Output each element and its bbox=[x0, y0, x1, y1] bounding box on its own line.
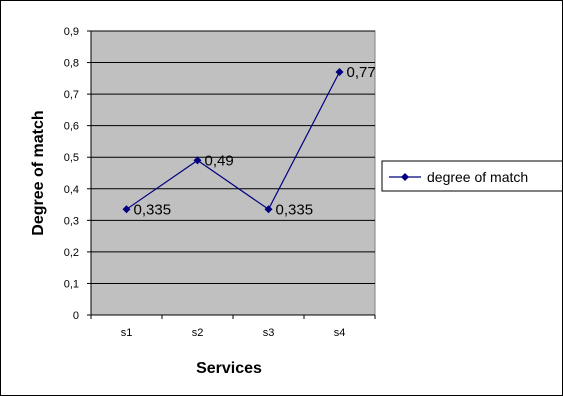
x-axis-title: Services bbox=[196, 360, 262, 377]
y-axis-title: Degree of match bbox=[30, 110, 47, 235]
y-tick-label: 0,4 bbox=[64, 184, 79, 196]
x-tick-label: s1 bbox=[121, 327, 133, 339]
series-degree-of-match bbox=[122, 68, 344, 214]
y-tick-label: 0,9 bbox=[64, 26, 79, 38]
y-tick-label: 0,7 bbox=[64, 89, 79, 101]
data-point-marker bbox=[193, 156, 202, 165]
y-tick-label: 0,2 bbox=[64, 247, 79, 259]
y-tick-label: 0,3 bbox=[64, 215, 79, 227]
y-tick-label: 0,5 bbox=[64, 152, 79, 164]
x-tick-label: s4 bbox=[334, 327, 346, 339]
y-tick-labels: 0 0,1 0,2 0,3 0,4 0,5 0,6 0,7 0,8 0,9 bbox=[64, 26, 79, 322]
x-tick-labels: s1 s2 s3 s4 bbox=[121, 327, 346, 339]
y-tick-label: 0,1 bbox=[64, 278, 79, 290]
legend-box bbox=[381, 160, 562, 192]
plot-area bbox=[90, 30, 376, 316]
legend-label: degree of match bbox=[427, 169, 528, 185]
data-point-marker bbox=[264, 205, 273, 214]
axes bbox=[87, 30, 376, 319]
y-tick-label: 0 bbox=[73, 310, 79, 322]
data-label: 0,335 bbox=[134, 201, 172, 218]
data-point-marker bbox=[335, 68, 344, 77]
series-line bbox=[126, 71, 341, 211]
data-label: 0,335 bbox=[276, 201, 314, 218]
legend-diamond-icon bbox=[401, 173, 409, 181]
data-labels: 0,335 0,49 0,335 0,77 bbox=[134, 64, 376, 218]
x-tick-label: s2 bbox=[192, 327, 204, 339]
legend: degree of match bbox=[381, 160, 562, 192]
gridlines bbox=[91, 30, 375, 284]
y-tick-label: 0,6 bbox=[64, 121, 79, 133]
data-point-marker bbox=[122, 205, 131, 214]
data-label: 0,49 bbox=[205, 152, 234, 169]
y-tick-label: 0,8 bbox=[64, 58, 79, 70]
x-tick-label: s3 bbox=[263, 327, 275, 339]
data-label: 0,77 bbox=[347, 64, 376, 81]
